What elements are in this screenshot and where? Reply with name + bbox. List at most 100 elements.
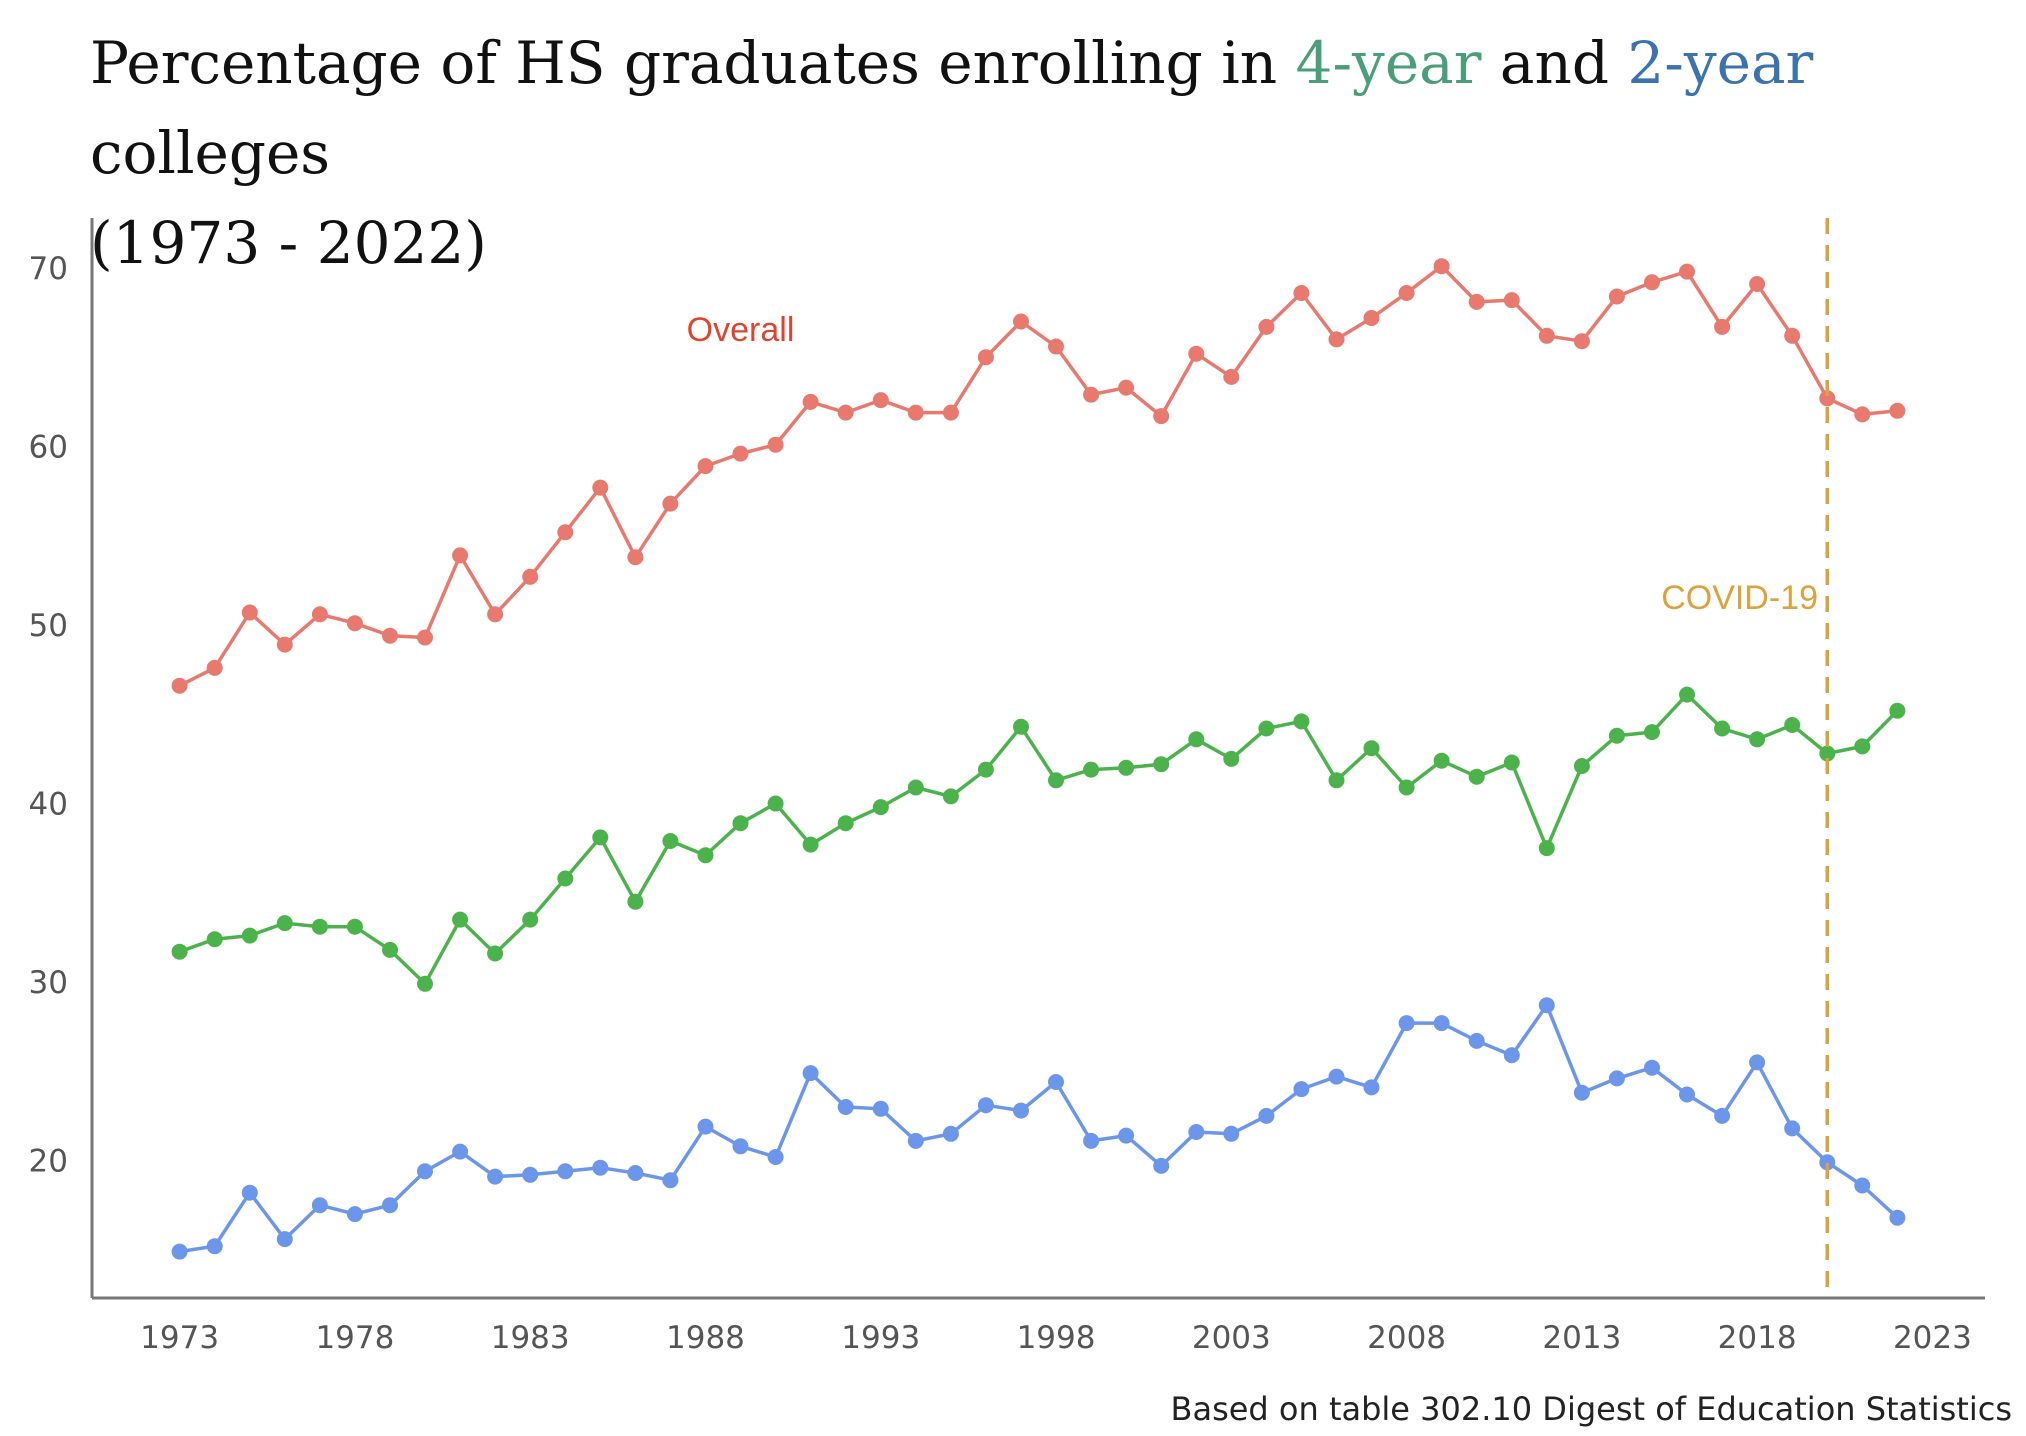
data-point-two_year-1994 [907, 1132, 924, 1149]
data-point-overall-2016 [1679, 263, 1695, 280]
data-point-overall-1977 [311, 606, 328, 623]
data-point-overall-1974 [206, 659, 223, 676]
data-point-two_year-1978 [346, 1206, 363, 1223]
data-point-two_year-2007 [1363, 1079, 1380, 1096]
y-tick-label-60: 60 [29, 429, 68, 465]
data-point-two_year-1987 [662, 1172, 679, 1189]
data-point-four_year-2016 [1679, 686, 1695, 703]
data-point-two_year-2021 [1854, 1177, 1871, 1194]
data-point-overall-1985 [592, 479, 609, 496]
x-tick-label-1988: 1988 [666, 1320, 745, 1356]
data-point-two_year-2019 [1784, 1120, 1801, 1137]
data-point-two_year-2001 [1153, 1157, 1170, 1174]
data-point-two_year-1974 [206, 1238, 223, 1255]
data-point-four_year-1975 [241, 927, 258, 944]
data-point-four_year-2014 [1608, 727, 1625, 744]
data-point-overall-2000 [1118, 379, 1135, 396]
series-line-two_year [179, 1003, 1899, 1254]
data-point-two_year-2018 [1749, 1054, 1766, 1071]
data-point-four_year-1999 [1083, 761, 1100, 778]
y-tick-label-70: 70 [29, 251, 68, 287]
data-point-two_year-2008 [1398, 1015, 1415, 1032]
data-point-four_year-1995 [942, 788, 959, 805]
x-tick-label-2013: 2013 [1542, 1320, 1621, 1356]
data-point-overall-1996 [977, 349, 994, 366]
data-point-four_year-2017 [1714, 720, 1731, 737]
x-tick-label-1978: 1978 [315, 1320, 394, 1356]
data-point-four_year-1991 [802, 836, 819, 853]
data-point-overall-2002 [1188, 345, 1205, 362]
data-point-four_year-2013 [1573, 758, 1590, 774]
data-point-two_year-2004 [1258, 1107, 1275, 1124]
data-point-overall-1995 [942, 404, 959, 421]
series-line-overall [178, 264, 1898, 688]
data-point-four_year-2019 [1784, 717, 1801, 733]
data-point-two_year-2012 [1538, 997, 1555, 1014]
data-point-four_year-2018 [1749, 731, 1766, 748]
data-point-four_year-2006 [1328, 772, 1345, 789]
data-point-overall-1999 [1083, 386, 1100, 403]
data-point-overall-1981 [452, 547, 469, 564]
data-point-four_year-1977 [311, 918, 328, 935]
data-point-two_year-1995 [942, 1125, 959, 1142]
data-point-overall-2001 [1153, 408, 1170, 425]
data-point-overall-1998 [1048, 338, 1064, 355]
data-point-overall-2011 [1503, 292, 1520, 309]
data-point-four_year-2015 [1644, 724, 1660, 741]
data-point-four_year-2004 [1258, 720, 1275, 737]
data-point-two_year-2003 [1223, 1125, 1240, 1142]
y-tick-label-40: 40 [29, 787, 68, 823]
data-point-four_year-2012 [1538, 840, 1555, 857]
data-point-four_year-2007 [1363, 740, 1380, 757]
data-point-overall-1973 [171, 677, 188, 694]
source-caption: Based on table 302.10 Digest of Educatio… [1170, 1390, 2013, 1428]
y-tick-label-30: 30 [29, 965, 68, 1001]
data-point-two_year-2014 [1608, 1070, 1625, 1087]
data-point-overall-2007 [1363, 310, 1380, 326]
data-point-four_year-1976 [276, 915, 293, 932]
data-point-overall-1986 [627, 549, 644, 566]
data-point-four_year-1980 [417, 975, 433, 992]
covid-label: COVID-19 [1661, 579, 1818, 617]
data-point-two_year-1984 [557, 1163, 574, 1180]
data-point-overall-1987 [662, 495, 679, 512]
data-point-four_year-2022 [1889, 702, 1906, 719]
data-point-two_year-2006 [1328, 1068, 1345, 1085]
data-point-overall-2022 [1889, 402, 1906, 419]
title-text-part2: and [1481, 29, 1628, 97]
x-tick-label-2018: 2018 [1718, 1320, 1797, 1356]
title-four-year: 4-year [1295, 29, 1482, 97]
data-point-two_year-1976 [276, 1231, 293, 1248]
data-point-two_year-1998 [1048, 1074, 1064, 1090]
data-point-two_year-2020 [1819, 1154, 1836, 1171]
data-point-overall-2014 [1608, 288, 1625, 305]
data-point-four_year-1978 [346, 918, 363, 935]
data-point-two_year-2010 [1468, 1032, 1485, 1049]
data-point-overall-2010 [1468, 293, 1485, 310]
data-point-four_year-1979 [382, 941, 398, 958]
data-point-overall-1994 [907, 404, 924, 421]
data-point-four_year-1987 [662, 833, 679, 849]
data-point-two_year-2011 [1503, 1047, 1520, 1064]
data-point-four_year-2000 [1118, 759, 1135, 776]
data-point-overall-1992 [837, 404, 854, 421]
data-point-overall-1980 [417, 629, 433, 646]
data-point-four_year-1985 [592, 829, 609, 846]
data-point-two_year-2016 [1679, 1086, 1695, 1103]
data-point-two_year-1981 [452, 1143, 469, 1160]
data-point-overall-2021 [1854, 406, 1871, 423]
data-point-four_year-2009 [1433, 752, 1450, 769]
data-point-four_year-1989 [732, 815, 749, 832]
title-text-part1: Percentage of HS graduates enrolling in [90, 29, 1296, 97]
data-point-two_year-2022 [1889, 1209, 1906, 1226]
chart-title: Percentage of HS graduates enrolling in … [90, 18, 2020, 288]
data-point-overall-1993 [872, 392, 889, 409]
data-point-four_year-1997 [1013, 718, 1029, 735]
data-point-four_year-2005 [1293, 713, 1310, 730]
data-point-overall-2020 [1819, 390, 1836, 407]
data-point-four_year-1988 [697, 847, 714, 864]
data-point-two_year-1985 [592, 1159, 609, 1176]
data-point-two_year-2000 [1118, 1127, 1135, 1144]
data-point-four_year-1983 [522, 911, 539, 928]
data-point-four_year-1994 [907, 779, 924, 796]
